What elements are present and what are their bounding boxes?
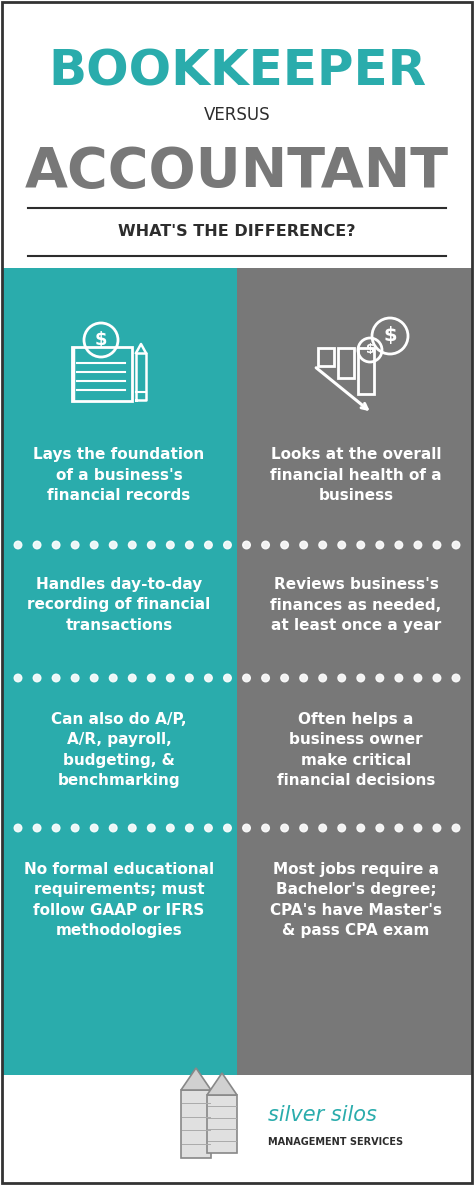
Circle shape bbox=[166, 542, 174, 549]
Circle shape bbox=[357, 674, 365, 681]
Circle shape bbox=[33, 674, 41, 681]
Circle shape bbox=[52, 825, 60, 832]
Circle shape bbox=[319, 825, 327, 832]
Circle shape bbox=[452, 542, 460, 549]
Bar bbox=[338, 348, 354, 378]
Circle shape bbox=[14, 825, 22, 832]
Circle shape bbox=[300, 542, 308, 549]
Circle shape bbox=[91, 674, 98, 681]
Circle shape bbox=[14, 542, 22, 549]
Text: Reviews business's
finances as needed,
at least once a year: Reviews business's finances as needed, a… bbox=[270, 577, 442, 633]
Text: $: $ bbox=[95, 331, 107, 350]
Circle shape bbox=[166, 825, 174, 832]
Circle shape bbox=[128, 542, 136, 549]
Circle shape bbox=[433, 542, 441, 549]
Circle shape bbox=[414, 542, 422, 549]
Circle shape bbox=[109, 674, 117, 681]
Circle shape bbox=[52, 542, 60, 549]
Circle shape bbox=[376, 542, 383, 549]
Circle shape bbox=[319, 542, 327, 549]
Text: No formal educational
requirements; must
follow GAAP or IFRS
methodologies: No formal educational requirements; must… bbox=[24, 861, 214, 939]
Circle shape bbox=[452, 674, 460, 681]
Text: $: $ bbox=[365, 344, 374, 357]
Circle shape bbox=[147, 674, 155, 681]
Bar bbox=[207, 1095, 237, 1153]
Polygon shape bbox=[207, 1072, 237, 1095]
Circle shape bbox=[91, 825, 98, 832]
Bar bbox=[2, 268, 237, 1075]
Circle shape bbox=[14, 674, 22, 681]
Circle shape bbox=[71, 674, 79, 681]
Circle shape bbox=[166, 674, 174, 681]
Circle shape bbox=[395, 542, 403, 549]
Circle shape bbox=[33, 542, 41, 549]
Circle shape bbox=[205, 825, 212, 832]
Circle shape bbox=[452, 825, 460, 832]
Text: WHAT'S THE DIFFERENCE?: WHAT'S THE DIFFERENCE? bbox=[118, 224, 356, 239]
Circle shape bbox=[414, 674, 422, 681]
Circle shape bbox=[109, 542, 117, 549]
Circle shape bbox=[147, 542, 155, 549]
Text: MANAGEMENT SERVICES: MANAGEMENT SERVICES bbox=[268, 1136, 403, 1147]
Text: Lays the foundation
of a business's
financial records: Lays the foundation of a business's fina… bbox=[33, 447, 205, 502]
Circle shape bbox=[281, 674, 288, 681]
Circle shape bbox=[243, 825, 250, 832]
Bar bbox=[3, 1075, 471, 1181]
Text: Can also do A/P,
A/R, payroll,
budgeting, &
benchmarking: Can also do A/P, A/R, payroll, budgeting… bbox=[51, 712, 187, 788]
Circle shape bbox=[395, 825, 403, 832]
Bar bbox=[237, 268, 472, 1075]
Circle shape bbox=[433, 825, 441, 832]
Circle shape bbox=[300, 825, 308, 832]
Text: Often helps a
business owner
make critical
financial decisions: Often helps a business owner make critic… bbox=[277, 712, 435, 788]
Circle shape bbox=[414, 825, 422, 832]
Circle shape bbox=[281, 825, 288, 832]
Circle shape bbox=[243, 674, 250, 681]
Circle shape bbox=[186, 674, 193, 681]
Circle shape bbox=[338, 542, 346, 549]
Circle shape bbox=[186, 542, 193, 549]
Circle shape bbox=[147, 825, 155, 832]
Circle shape bbox=[205, 674, 212, 681]
Circle shape bbox=[91, 542, 98, 549]
Circle shape bbox=[186, 825, 193, 832]
Circle shape bbox=[376, 825, 383, 832]
Text: Most jobs require a
Bachelor's degree;
CPA's have Master's
& pass CPA exam: Most jobs require a Bachelor's degree; C… bbox=[270, 861, 442, 939]
Circle shape bbox=[205, 542, 212, 549]
Circle shape bbox=[224, 825, 231, 832]
Circle shape bbox=[109, 825, 117, 832]
Text: silver silos: silver silos bbox=[268, 1104, 377, 1125]
Circle shape bbox=[338, 674, 346, 681]
Bar bbox=[181, 1090, 211, 1158]
Text: ACCOUNTANT: ACCOUNTANT bbox=[25, 145, 449, 199]
Text: BOOKKEEPER: BOOKKEEPER bbox=[48, 49, 426, 96]
Circle shape bbox=[395, 674, 403, 681]
Text: Handles day-to-day
recording of financial
transactions: Handles day-to-day recording of financia… bbox=[27, 577, 210, 633]
Circle shape bbox=[33, 825, 41, 832]
Circle shape bbox=[71, 825, 79, 832]
Text: Looks at the overall
financial health of a
business: Looks at the overall financial health of… bbox=[270, 447, 442, 502]
Circle shape bbox=[224, 542, 231, 549]
Circle shape bbox=[357, 825, 365, 832]
Circle shape bbox=[338, 825, 346, 832]
Circle shape bbox=[71, 542, 79, 549]
Text: VERSUS: VERSUS bbox=[204, 105, 270, 124]
Circle shape bbox=[243, 542, 250, 549]
Circle shape bbox=[262, 825, 269, 832]
Circle shape bbox=[319, 674, 327, 681]
Circle shape bbox=[357, 542, 365, 549]
Circle shape bbox=[376, 674, 383, 681]
Circle shape bbox=[52, 674, 60, 681]
Bar bbox=[318, 348, 334, 366]
Bar bbox=[358, 348, 374, 393]
Circle shape bbox=[262, 674, 269, 681]
Circle shape bbox=[433, 674, 441, 681]
Circle shape bbox=[224, 674, 231, 681]
Circle shape bbox=[128, 825, 136, 832]
Circle shape bbox=[128, 674, 136, 681]
Polygon shape bbox=[181, 1068, 211, 1090]
Text: $: $ bbox=[383, 327, 397, 346]
Circle shape bbox=[300, 674, 308, 681]
Circle shape bbox=[262, 542, 269, 549]
Circle shape bbox=[281, 542, 288, 549]
